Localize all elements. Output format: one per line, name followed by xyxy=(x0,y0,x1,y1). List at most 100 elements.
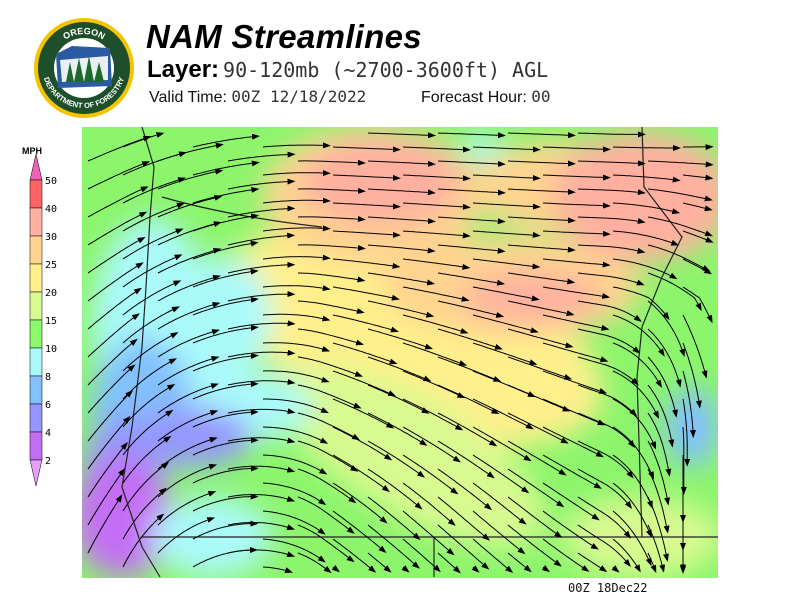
streamline xyxy=(192,493,259,512)
valid-value: 00Z 12/18/2022 xyxy=(231,87,367,106)
streamline xyxy=(612,342,663,388)
streamline xyxy=(507,552,532,573)
streamline xyxy=(297,496,355,534)
streamline xyxy=(192,324,259,344)
streamline xyxy=(472,510,526,555)
streamline xyxy=(332,146,401,153)
streamline xyxy=(437,272,506,286)
streamline xyxy=(402,454,459,495)
streamline xyxy=(647,356,678,418)
streamline xyxy=(227,178,296,190)
streamline-map xyxy=(82,127,718,578)
legend-tick: 15 xyxy=(45,316,57,327)
streamline xyxy=(682,202,713,212)
streamline xyxy=(472,286,540,302)
streamline xyxy=(332,370,397,397)
streamline xyxy=(472,482,527,525)
logo-top-text: OREGON xyxy=(61,26,106,42)
streamline xyxy=(437,356,502,382)
streamline xyxy=(192,186,260,204)
streamline xyxy=(437,384,500,415)
legend-swatch xyxy=(29,235,43,265)
streamline xyxy=(262,285,331,291)
streamline xyxy=(262,538,326,563)
streamline xyxy=(437,412,498,447)
streamline xyxy=(402,146,471,153)
streamline xyxy=(542,370,608,394)
streamline xyxy=(472,454,530,494)
streamline xyxy=(157,301,221,330)
streamline xyxy=(367,244,436,254)
legend-swatch xyxy=(29,375,43,405)
streamline xyxy=(507,188,576,195)
forecast-value: 00 xyxy=(531,87,551,106)
state-borders xyxy=(121,127,718,578)
streamline xyxy=(612,398,657,450)
legend-tick: 20 xyxy=(45,288,57,299)
streamline xyxy=(157,194,223,218)
streamline xyxy=(542,286,611,299)
streamline xyxy=(157,409,219,442)
streamline xyxy=(367,524,421,569)
streamline xyxy=(367,272,436,286)
streamline xyxy=(332,510,387,553)
streamline xyxy=(367,440,426,478)
streamline xyxy=(682,370,696,439)
streamline xyxy=(122,332,179,372)
streamline xyxy=(122,306,180,344)
streamline xyxy=(612,454,653,509)
streamline xyxy=(542,174,611,181)
streamline xyxy=(542,258,611,268)
streamline xyxy=(437,300,505,318)
legend-tick: 40 xyxy=(45,204,57,215)
streamline xyxy=(647,552,657,574)
streamline xyxy=(332,454,390,493)
streamline xyxy=(402,286,470,302)
streamline xyxy=(472,398,534,430)
streamline xyxy=(192,547,258,568)
streamline xyxy=(612,314,665,357)
streamline xyxy=(577,356,639,386)
streamline xyxy=(542,454,602,489)
streamline xyxy=(507,244,576,253)
streamline xyxy=(332,342,398,365)
streamline xyxy=(87,494,123,554)
streamline xyxy=(87,468,126,526)
streamline xyxy=(542,426,604,458)
streamline xyxy=(332,258,401,269)
streamline xyxy=(577,496,632,539)
streamline xyxy=(227,261,296,274)
streamline xyxy=(297,468,357,504)
streamline xyxy=(192,268,259,288)
streamline xyxy=(227,205,296,218)
streamline xyxy=(227,437,296,444)
streamline xyxy=(262,225,331,232)
streamline xyxy=(332,230,401,238)
streamline xyxy=(157,517,216,554)
streamline xyxy=(367,300,435,318)
streamline xyxy=(542,342,609,362)
streamline xyxy=(577,188,646,196)
streamline xyxy=(402,230,471,239)
legend-tick: 10 xyxy=(45,344,57,355)
streamline xyxy=(507,160,576,167)
streamline xyxy=(122,435,172,484)
streamline xyxy=(227,408,296,415)
streamline xyxy=(647,412,672,477)
streamline xyxy=(87,287,142,330)
streamline xyxy=(298,187,366,194)
streamline xyxy=(647,300,685,357)
streamline xyxy=(332,286,400,301)
streamline xyxy=(612,510,652,567)
legend-arrow-top xyxy=(29,153,43,181)
streamline xyxy=(682,230,714,243)
streamline xyxy=(87,262,144,302)
streamline xyxy=(577,552,608,573)
legend-swatch xyxy=(29,431,43,461)
streamline xyxy=(402,510,455,556)
streamline xyxy=(227,349,296,358)
streamline xyxy=(542,202,611,209)
legend-units: MPH xyxy=(22,146,42,156)
streamline xyxy=(331,564,340,573)
